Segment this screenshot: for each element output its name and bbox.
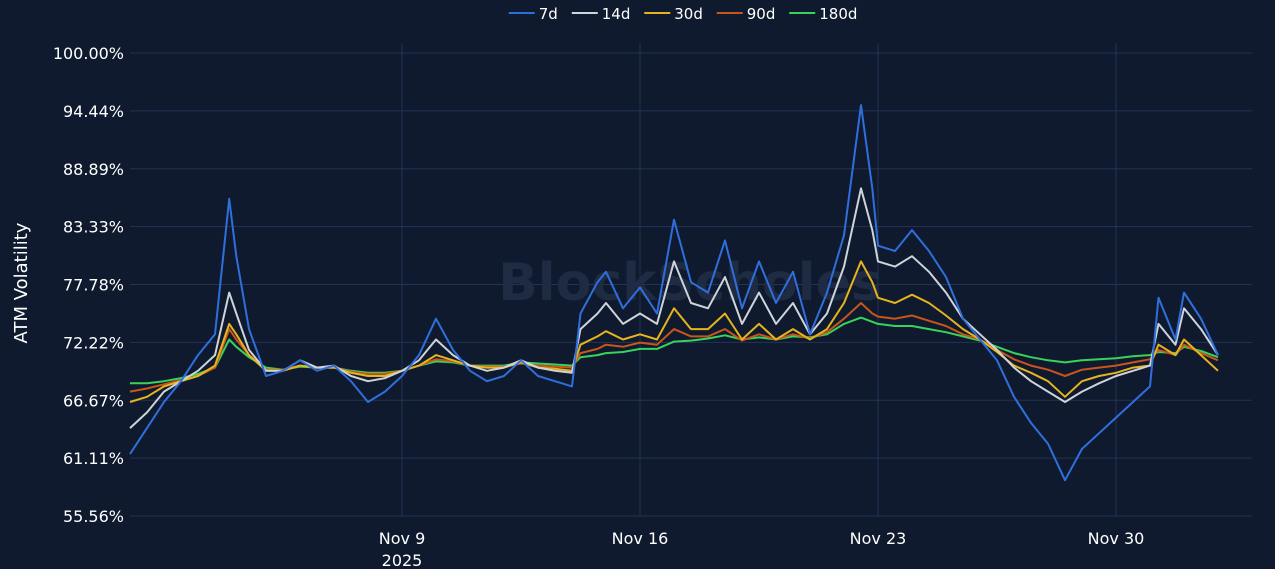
- x-tick-label: Nov 23: [850, 529, 907, 548]
- y-tick-label: 72.22%: [63, 333, 124, 352]
- y-tick-label: 94.44%: [63, 102, 124, 121]
- grid-lines: [130, 43, 1252, 517]
- legend-label: 90d: [747, 5, 776, 23]
- watermark-text: BlockScholes: [498, 253, 882, 313]
- legend-item-14d[interactable]: 14d: [571, 5, 631, 23]
- legend[interactable]: 7d 14d 30d 90d 180d: [508, 5, 858, 23]
- series-lines: [129, 104, 1219, 482]
- y-tick-label: 83.33%: [63, 218, 124, 237]
- legend-label: 180d: [819, 5, 857, 23]
- y-tick-label: 55.56%: [63, 507, 124, 526]
- series-line-90d: [129, 302, 1219, 393]
- series-line-180d: [130, 316, 1219, 385]
- legend-label: 14d: [602, 5, 631, 23]
- x-tick-label: Nov 16: [612, 529, 669, 548]
- legend-item-30d[interactable]: 30d: [644, 5, 703, 23]
- x-tick-label: Nov 9: [379, 529, 426, 548]
- y-tick-label: 77.78%: [63, 276, 124, 295]
- x-axis-ticks: Nov 9 2025 Nov 16 Nov 23 Nov 30: [379, 529, 1145, 569]
- series-line-30d: [129, 260, 1219, 403]
- y-axis-title: ATM Volatility: [11, 222, 32, 343]
- legend-item-180d[interactable]: 180d: [789, 5, 857, 23]
- y-axis-ticks: 55.56% 61.11% 66.67% 72.22% 77.78% 83.33% 88.8…: [53, 44, 124, 526]
- y-tick-label: 88.89%: [63, 160, 124, 179]
- legend-label: 7d: [539, 5, 558, 23]
- y-tick-label: 66.67%: [63, 391, 124, 410]
- watermark: BlockScholes: [498, 253, 882, 313]
- series-line-7d: [129, 104, 1219, 482]
- legend-item-7d[interactable]: 7d: [508, 5, 558, 23]
- x-tick-label: Nov 30: [1088, 529, 1145, 548]
- legend-item-90d[interactable]: 90d: [716, 5, 776, 23]
- y-tick-label: 100.00%: [53, 44, 124, 63]
- legend-label: 30d: [674, 5, 703, 23]
- x-tick-year-label: 2025: [382, 551, 423, 569]
- y-tick-label: 61.11%: [63, 449, 124, 468]
